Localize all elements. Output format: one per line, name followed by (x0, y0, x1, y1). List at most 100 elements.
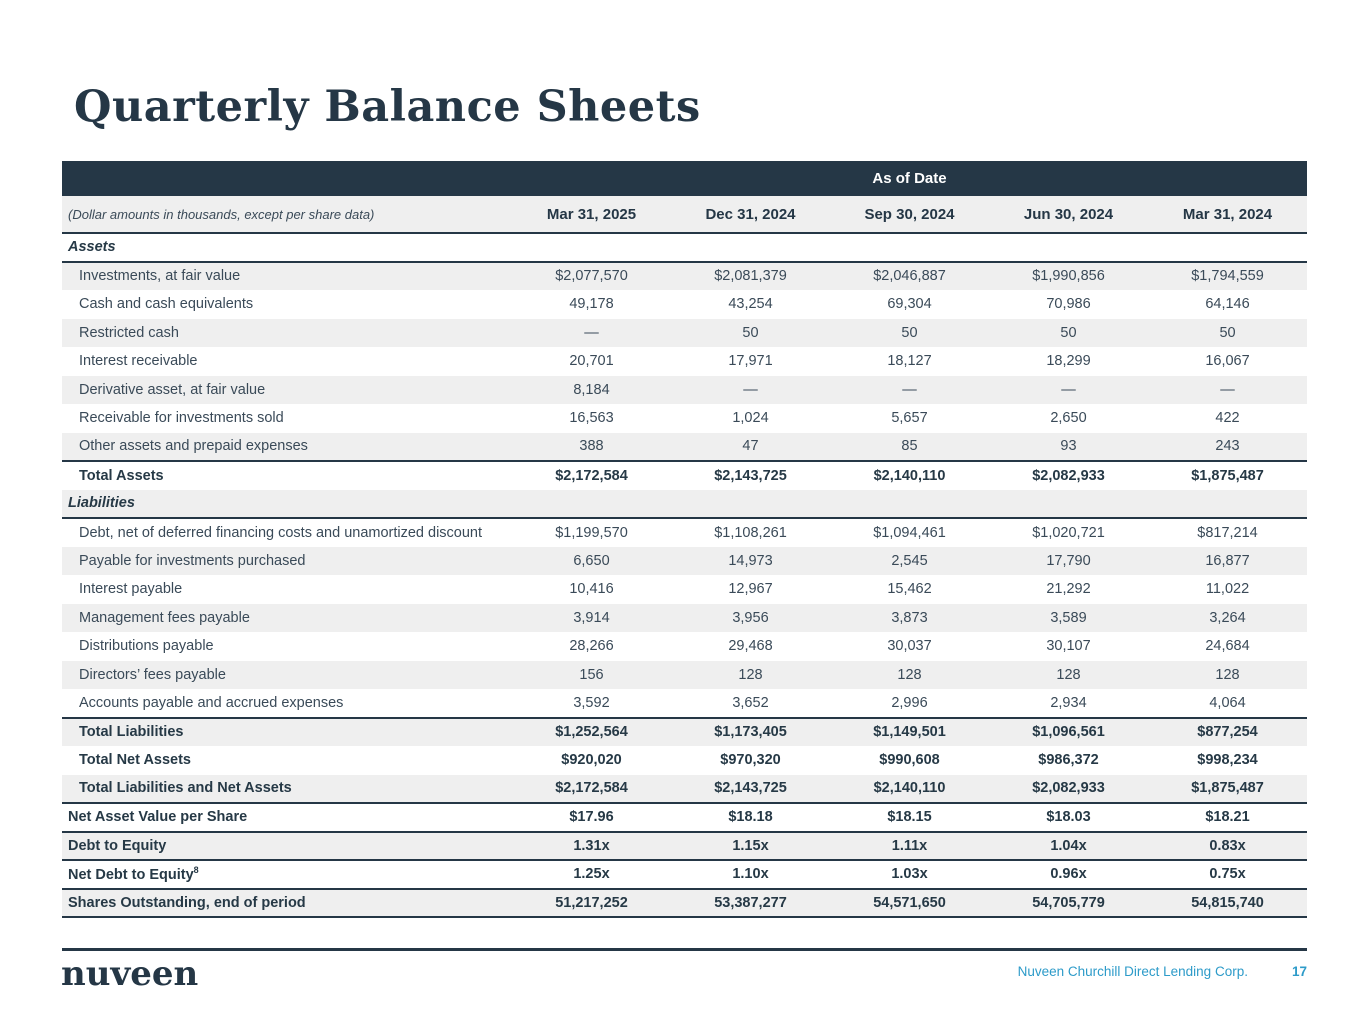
row-value: $2,082,933 (1032, 780, 1105, 797)
row-label: Debt to Equity (62, 830, 512, 860)
row-label: Net Asset Value per Share (62, 802, 512, 832)
row-value: 17,971 (728, 353, 773, 370)
row-value: 0.96x (989, 859, 1148, 889)
row-value (989, 233, 1148, 263)
footer-company-name: Nuveen Churchill Direct Lending Corp. (1017, 964, 1248, 979)
row-label: Other assets and prepaid expenses (79, 438, 308, 455)
table-body: Assets Investments, at fair value $2,077,5… (62, 233, 1308, 918)
row-label: Accounts payable and accrued expenses (79, 694, 344, 711)
row-label: Payable for investments purchased (79, 552, 306, 569)
table-row: Total Net Assets $920,020 $970,320 $990,608… (62, 746, 1307, 775)
row-value: $1,875,487 (1191, 780, 1264, 797)
row-value: — (743, 381, 758, 398)
row-value: 50 (1060, 324, 1077, 341)
row-value: 243 (1215, 438, 1240, 455)
table-row: Interest payable 10,416 12,967 15,462 21,292… (62, 575, 1307, 604)
row-value (989, 489, 1148, 519)
row-value: 5,657 (891, 410, 928, 427)
row-value: 50 (742, 324, 759, 341)
row-value: $1,149,501 (830, 716, 989, 746)
row-value: 2,650 (1050, 410, 1087, 427)
row-value: $986,372 (1038, 752, 1099, 769)
row-value: 0.83x (1148, 830, 1308, 860)
table-header-band: As of Date (62, 161, 1308, 196)
row-value: — (584, 324, 599, 341)
row-value: $2,081,379 (714, 268, 787, 285)
column-header-date: Mar 31, 2025 (512, 196, 671, 234)
row-value: $2,143,725 (714, 780, 787, 797)
row-label: Derivative asset, at fair value (79, 381, 266, 398)
row-value: — (1220, 381, 1235, 398)
table-row: Net Asset Value per Share $17.96 $18.18 $18… (62, 802, 1308, 832)
footer-divider (62, 948, 1307, 951)
row-label: Total Assets (62, 460, 512, 490)
row-value: 128 (738, 666, 763, 683)
row-value: $18.15 (830, 802, 989, 832)
column-header-date: Dec 31, 2024 (671, 196, 830, 234)
row-value: — (902, 381, 917, 398)
row-value (830, 233, 989, 263)
row-value: $1,108,261 (714, 524, 787, 541)
row-value: $1,199,570 (555, 524, 628, 541)
row-value: 3,914 (573, 609, 610, 626)
row-value (671, 489, 830, 519)
table-row: Investments, at fair value $2,077,570 $2,0… (62, 261, 1308, 290)
row-value: $2,172,584 (512, 460, 671, 490)
row-value: 1.31x (512, 830, 671, 860)
row-value: 54,815,740 (1148, 887, 1308, 918)
row-value: 64,146 (1205, 296, 1250, 313)
row-value: 93 (1060, 438, 1077, 455)
row-value: 388 (579, 438, 604, 455)
table-row: Accounts payable and accrued expenses 3,5… (62, 689, 1307, 718)
row-value: 1.03x (830, 859, 989, 889)
table-row: Total Assets $2,172,584 $2,143,725 $2,140,1… (62, 460, 1308, 490)
table-row: Total Liabilities $1,252,564 $1,173,405 $1,… (62, 716, 1308, 746)
row-value (512, 233, 671, 263)
nuveen-logo: nuveen (61, 954, 199, 994)
table-row: Receivable for investments sold 16,563 1,0… (62, 404, 1307, 433)
row-value (671, 233, 830, 263)
table-row: Debt to Equity 1.31x 1.15x 1.11x 1.04x 0.83x (62, 830, 1308, 860)
row-value: $2,140,110 (873, 780, 946, 797)
row-value: 128 (1056, 666, 1081, 683)
row-label: Investments, at fair value (79, 268, 241, 285)
row-value: 16,563 (569, 410, 614, 427)
row-value: $1,794,559 (1191, 268, 1264, 285)
row-value: $990,608 (879, 752, 940, 769)
row-value: 14,973 (728, 552, 773, 569)
row-value: 49,178 (569, 296, 614, 313)
row-value: 422 (1215, 410, 1240, 427)
row-value: $1,252,564 (512, 716, 671, 746)
row-label: Receivable for investments sold (79, 410, 284, 427)
row-value (1148, 489, 1308, 519)
row-value: 16,067 (1205, 353, 1250, 370)
row-value: $920,020 (561, 752, 622, 769)
table-row: Cash and cash equivalents 49,178 43,254 69,… (62, 290, 1307, 319)
row-value: 12,967 (728, 581, 773, 598)
row-label: Total Liabilities (62, 716, 512, 746)
table-row: Debt, net of deferred financing costs an… (62, 518, 1307, 547)
row-value: $970,320 (720, 752, 781, 769)
row-value: $18.03 (989, 802, 1148, 832)
row-value: 17,790 (1046, 552, 1091, 569)
row-value: 69,304 (887, 296, 932, 313)
row-label: Management fees payable (79, 609, 250, 626)
row-value: 3,264 (1209, 609, 1246, 626)
table-row: Liabilities (62, 489, 1308, 519)
table-row: Payable for investments purchased 6,650 14… (62, 546, 1308, 575)
row-value: 24,684 (1205, 638, 1250, 655)
row-value: 3,873 (891, 609, 928, 626)
table-row: Derivative asset, at fair value 8,184 — — — — (62, 375, 1308, 404)
row-value: 54,705,779 (989, 887, 1148, 918)
row-value: 6,650 (573, 552, 610, 569)
row-label: Shares Outstanding, end of period (62, 887, 512, 918)
table-row: Assets (62, 233, 1308, 263)
balance-sheet-table-container: As of Date (Dollar amounts in thousands,… (62, 161, 1308, 918)
row-value: $2,143,725 (671, 460, 830, 490)
table-row: Net Debt to Equity8 1.25x 1.10x 1.03x 0.96x 0… (62, 859, 1308, 889)
row-label: Interest receivable (79, 353, 198, 370)
row-value: $1,875,487 (1148, 460, 1308, 490)
table-row: Directors’ fees payable 156 128 128 128 128 (62, 660, 1308, 689)
row-value: 156 (579, 666, 604, 683)
